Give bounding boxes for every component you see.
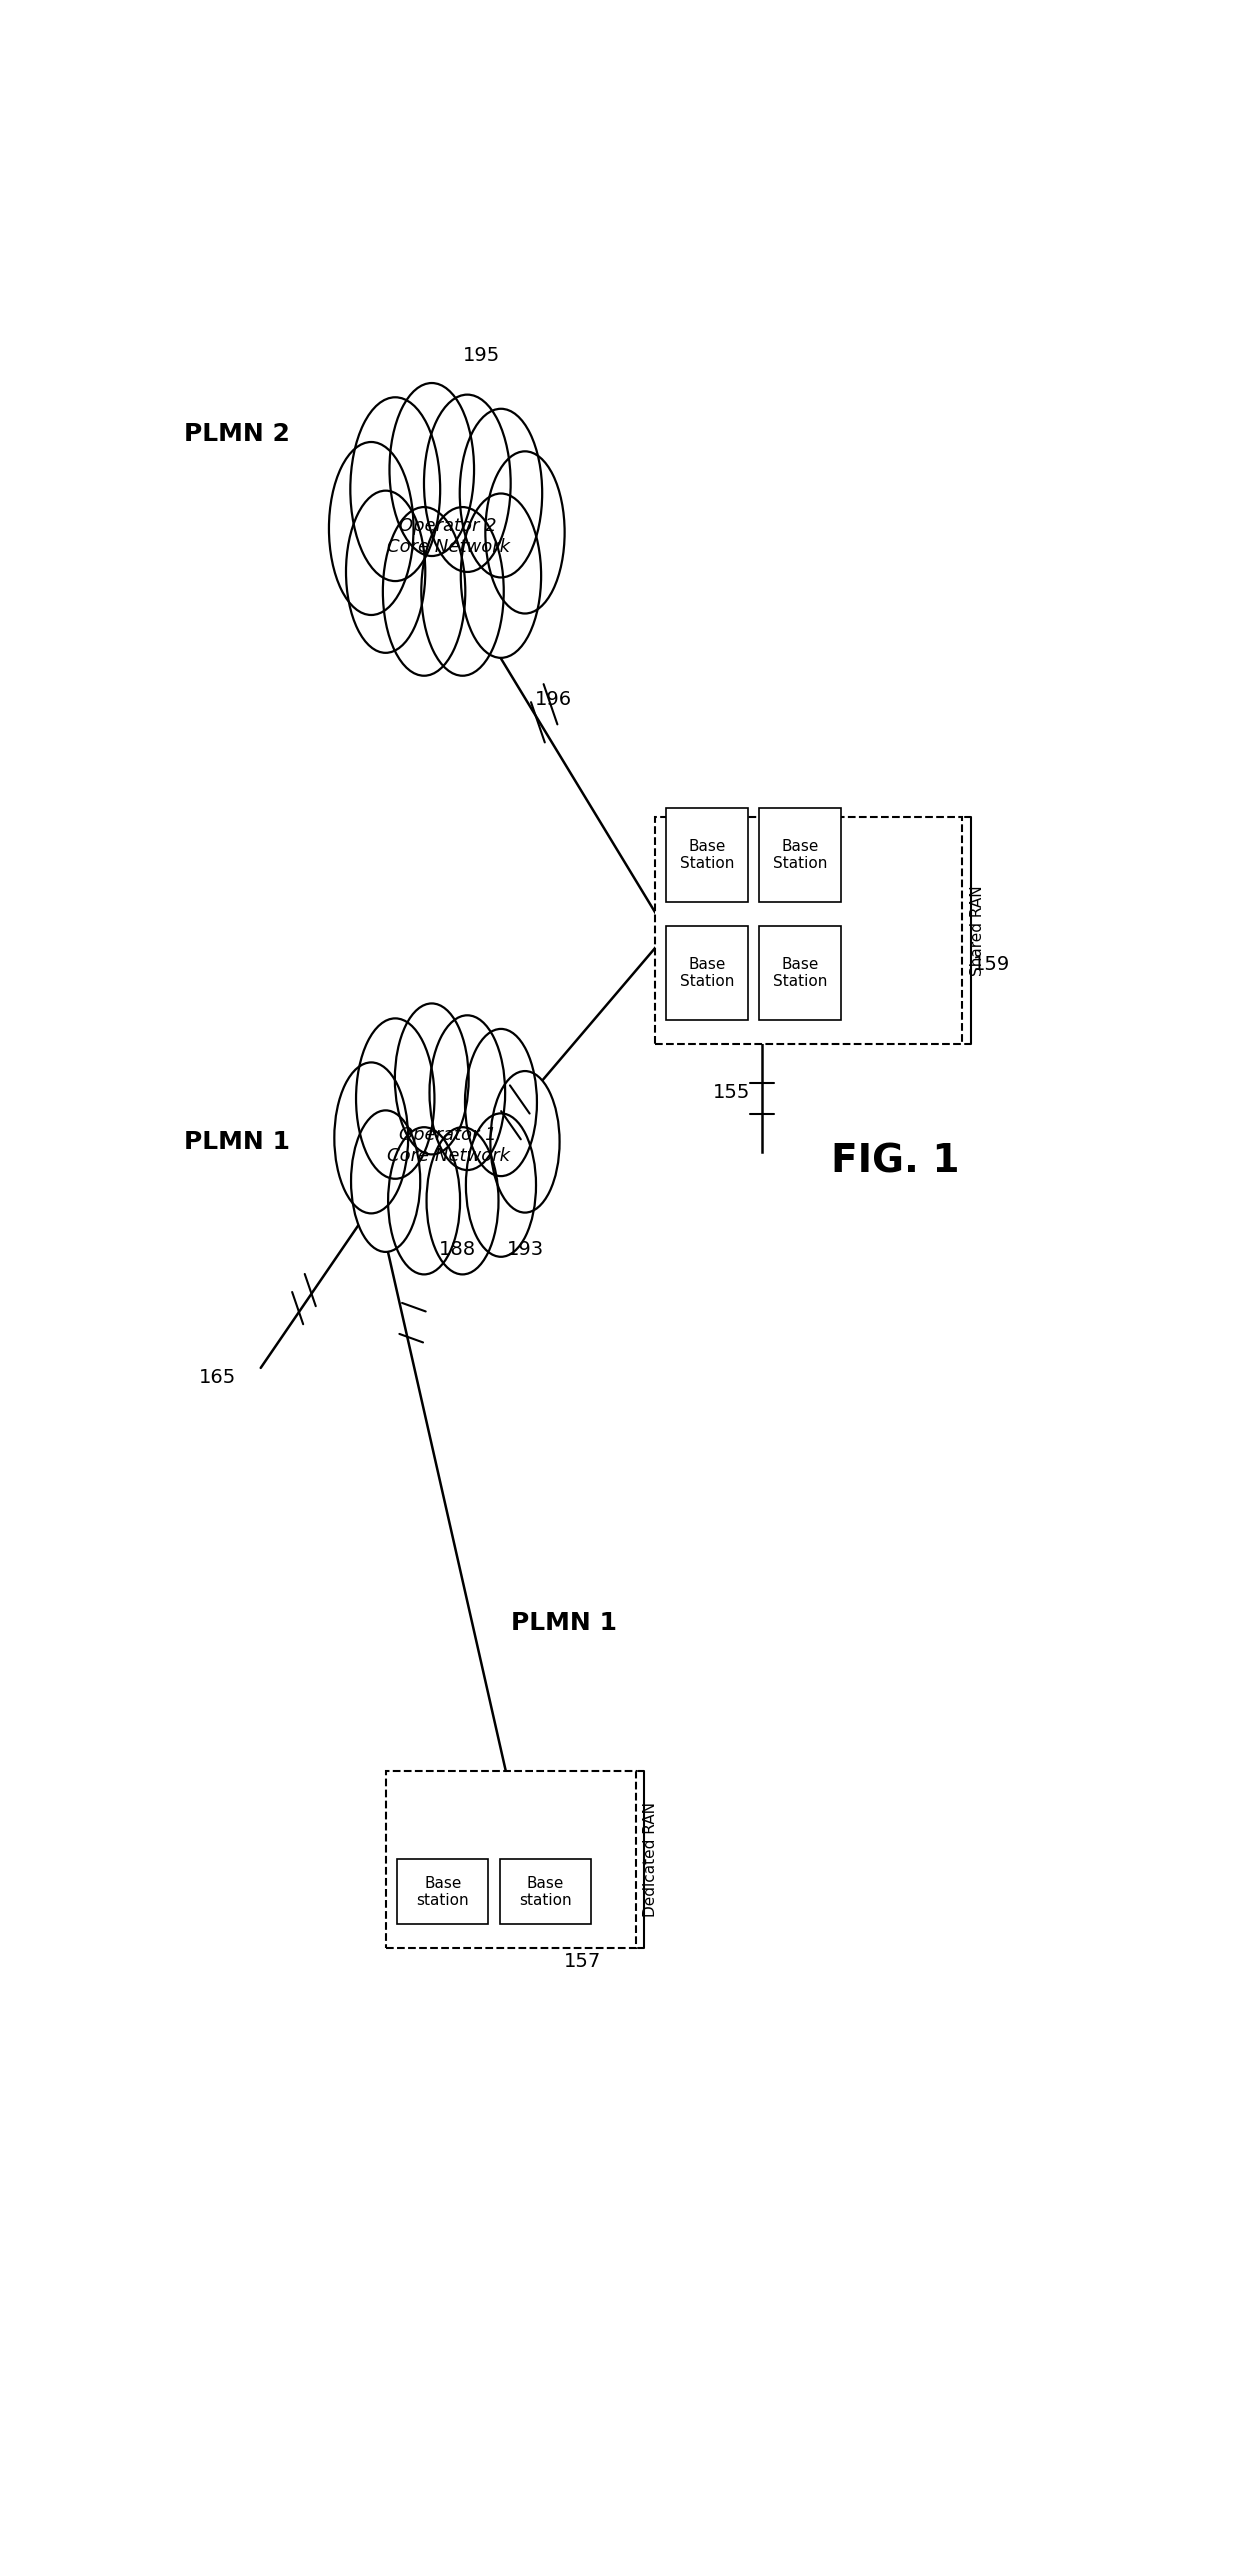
Text: Base
Station: Base Station	[680, 957, 734, 988]
Circle shape	[465, 1029, 537, 1177]
Circle shape	[388, 1128, 460, 1274]
Circle shape	[485, 452, 564, 613]
Text: Dedicated RAN: Dedicated RAN	[644, 1802, 658, 1917]
Circle shape	[335, 1062, 408, 1213]
Text: Base
station: Base station	[520, 1876, 572, 1907]
Text: Base
Station: Base Station	[680, 837, 734, 871]
Text: 157: 157	[564, 1953, 601, 1971]
Circle shape	[356, 1019, 434, 1179]
Circle shape	[424, 396, 511, 572]
Circle shape	[346, 490, 425, 654]
Text: 195: 195	[463, 347, 501, 365]
Circle shape	[383, 508, 465, 677]
Text: PLMN 1: PLMN 1	[184, 1131, 290, 1154]
Text: 196: 196	[536, 689, 573, 710]
FancyBboxPatch shape	[655, 817, 962, 1044]
Text: 155: 155	[713, 1082, 750, 1103]
Circle shape	[460, 408, 542, 577]
Text: PLMN 1: PLMN 1	[732, 845, 837, 868]
FancyBboxPatch shape	[666, 807, 748, 901]
Text: PLMN 2: PLMN 2	[732, 873, 837, 899]
Text: Base
Station: Base Station	[773, 837, 827, 871]
FancyBboxPatch shape	[500, 1859, 591, 1925]
Circle shape	[351, 1111, 420, 1251]
Circle shape	[461, 493, 541, 659]
Circle shape	[427, 1128, 498, 1274]
Text: 159: 159	[972, 955, 1009, 975]
Text: FIG. 1: FIG. 1	[831, 1144, 960, 1179]
FancyBboxPatch shape	[759, 927, 841, 1021]
Circle shape	[490, 1072, 559, 1213]
Circle shape	[389, 383, 474, 557]
Text: Base
station: Base station	[417, 1876, 469, 1907]
Circle shape	[329, 442, 413, 615]
FancyBboxPatch shape	[386, 1772, 635, 1948]
FancyBboxPatch shape	[666, 927, 748, 1021]
Circle shape	[394, 1003, 469, 1154]
Text: Shared RAN: Shared RAN	[970, 886, 985, 975]
Circle shape	[422, 508, 503, 677]
Text: 188: 188	[439, 1241, 476, 1259]
Circle shape	[351, 398, 440, 582]
Circle shape	[429, 1016, 505, 1169]
FancyBboxPatch shape	[759, 807, 841, 901]
Text: Operator 2
Core Network: Operator 2 Core Network	[387, 516, 510, 557]
Text: PLMN 2: PLMN 2	[184, 421, 290, 447]
Text: 165: 165	[198, 1368, 236, 1386]
Text: 193: 193	[506, 1241, 543, 1259]
Text: Operator 1
Core Network: Operator 1 Core Network	[387, 1126, 510, 1164]
Text: PLMN 1: PLMN 1	[511, 1611, 616, 1636]
Text: Base
Station: Base Station	[773, 957, 827, 988]
FancyBboxPatch shape	[397, 1859, 489, 1925]
Circle shape	[466, 1113, 536, 1256]
